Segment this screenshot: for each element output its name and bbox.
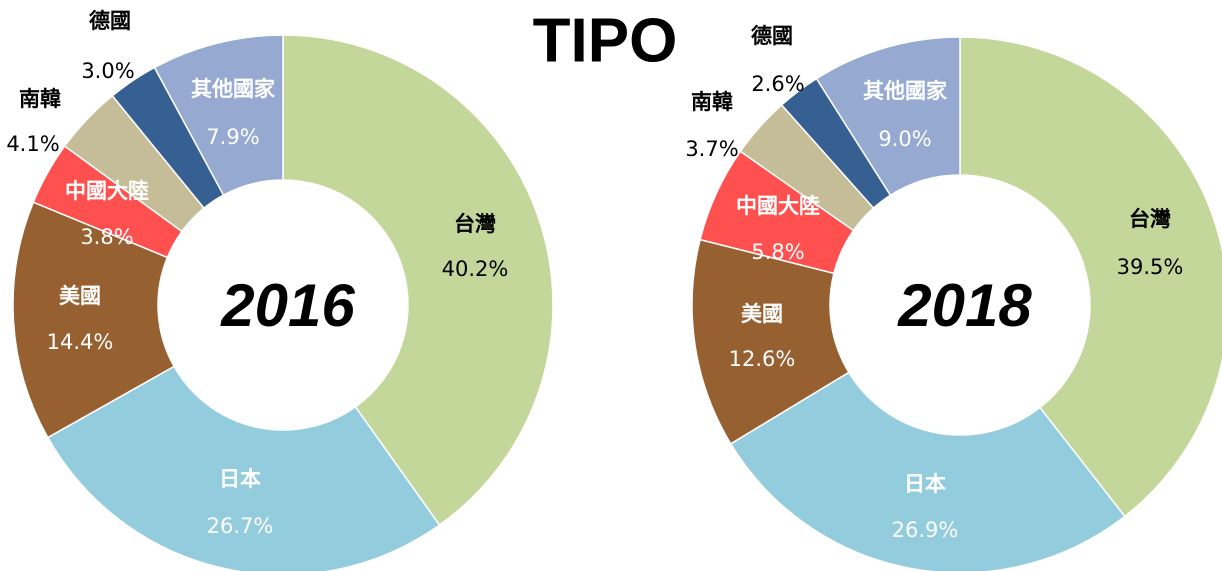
slice-label: 台灣 [1129,207,1171,231]
slice-label: 美國 [741,302,783,326]
value-label: 4.1% [6,132,59,156]
value-label: 3.7% [685,137,738,161]
slice-label: 德國 [89,9,131,33]
value-label: 9.0% [878,127,931,151]
donut-slice [46,365,441,571]
slice-label: 其他國家 [863,79,948,103]
donut-slice [153,34,284,197]
slice-label: 中國大陸 [65,179,149,203]
value-label: 2.6% [751,72,804,96]
slice-label: 南韓 [19,87,61,111]
value-label: 12.6% [729,347,796,371]
value-label: 14.4% [47,330,114,354]
slice-label: 美國 [59,284,101,308]
value-label: 39.5% [1117,255,1184,279]
value-label: 26.7% [207,514,274,538]
chart-title: TIPO [533,6,678,75]
value-label: 3.0% [81,59,134,83]
slice-label: 德國 [751,24,793,48]
value-label: 26.9% [892,518,959,542]
donut-slice [959,36,1222,518]
donut-slice [12,201,176,439]
value-label: 5.8% [751,240,804,264]
value-label: 7.9% [206,125,259,149]
value-label: 40.2% [442,257,509,281]
slice-label: 日本 [904,472,946,496]
center-label: 2016 [220,272,355,339]
slice-label: 其他國家 [191,77,276,101]
donut-slice [282,34,554,527]
slice-label: 南韓 [691,90,733,114]
value-label: 3.8% [80,225,133,249]
donut-slice [691,238,850,445]
center-label: 2018 [897,272,1032,339]
slice-label: 日本 [219,467,261,491]
donut-slice [815,36,961,197]
donut-slice [729,371,1126,571]
slice-label: 台灣 [454,212,496,236]
slice-label: 中國大陸 [736,194,820,218]
